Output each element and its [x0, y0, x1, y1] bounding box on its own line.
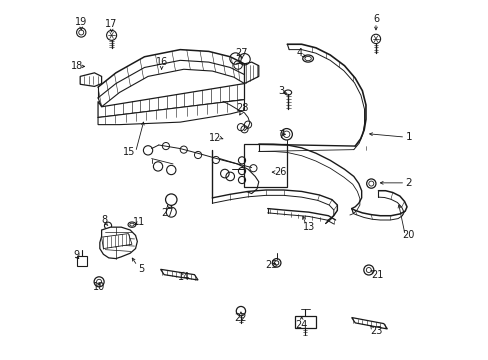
- Text: 19: 19: [75, 17, 87, 27]
- Polygon shape: [351, 318, 386, 329]
- Polygon shape: [294, 316, 315, 328]
- Polygon shape: [98, 84, 244, 119]
- Text: 22: 22: [234, 312, 246, 323]
- Text: 2: 2: [405, 178, 411, 188]
- Text: 6: 6: [372, 14, 378, 23]
- Text: 14: 14: [177, 272, 189, 282]
- Text: 24: 24: [294, 320, 306, 330]
- Text: 7: 7: [278, 130, 284, 140]
- Text: 5: 5: [138, 264, 144, 274]
- Text: 10: 10: [93, 282, 105, 292]
- Polygon shape: [80, 73, 102, 86]
- Polygon shape: [100, 227, 137, 258]
- Polygon shape: [102, 234, 132, 249]
- Text: 27: 27: [161, 208, 174, 218]
- Text: 20: 20: [402, 230, 414, 240]
- Text: 17: 17: [105, 18, 118, 28]
- Polygon shape: [160, 269, 198, 280]
- Text: 21: 21: [370, 270, 383, 280]
- Polygon shape: [98, 100, 244, 125]
- Text: 9: 9: [73, 250, 80, 260]
- Text: 16: 16: [155, 57, 167, 67]
- Text: 4: 4: [296, 48, 302, 58]
- Text: 3: 3: [277, 86, 284, 96]
- Text: 8: 8: [101, 215, 107, 225]
- Text: 27: 27: [235, 48, 248, 58]
- Text: 23: 23: [369, 326, 381, 336]
- Text: 26: 26: [273, 167, 286, 177]
- Text: 18: 18: [70, 61, 82, 71]
- Text: 12: 12: [208, 133, 221, 143]
- Text: 11: 11: [133, 217, 145, 227]
- Text: 28: 28: [235, 103, 248, 113]
- Text: 15: 15: [123, 147, 135, 157]
- Text: 25: 25: [264, 260, 277, 270]
- Polygon shape: [77, 256, 86, 266]
- Bar: [244, 144, 287, 187]
- Text: 1: 1: [405, 132, 411, 142]
- Text: 13: 13: [302, 222, 314, 232]
